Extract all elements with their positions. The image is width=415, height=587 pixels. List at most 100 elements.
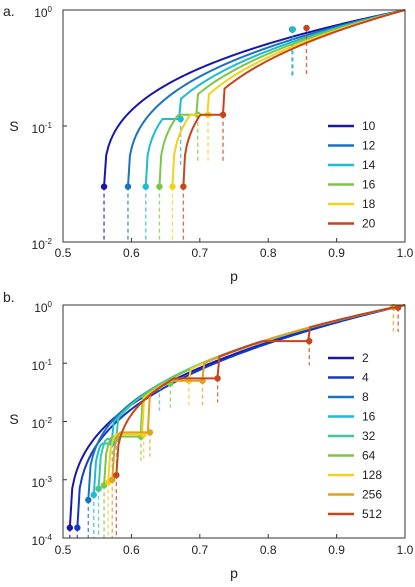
series-line-4 [76, 304, 406, 528]
panel-a-xlabel: p [230, 268, 238, 284]
panel-b-axes-box [62, 304, 406, 539]
panel-a-xtick-0: 0.5 [55, 246, 72, 260]
legend-item-256: 256 [328, 488, 382, 502]
jump-point-512 [394, 304, 402, 311]
legend-item-14: 14 [328, 158, 376, 172]
jump-point-16 [156, 183, 163, 190]
panel-a-xtick-1: 0.6 [123, 246, 140, 260]
panel-a-xtick-3: 0.8 [260, 246, 277, 260]
panel-b-label: b. [3, 289, 15, 305]
panel-b-xtick-3: 0.8 [260, 543, 277, 557]
panel-a-xtick-2: 0.7 [191, 246, 208, 260]
series-8 [85, 304, 406, 538]
jump-point-512 [113, 471, 120, 479]
jump-point-8 [85, 496, 92, 504]
legend-item-64: 64 [328, 449, 376, 463]
panel-a-y-tick-labels: 100 10-1 10-2 [32, 5, 53, 252]
panel-b-ytick-1: 10-1 [32, 358, 53, 373]
panel-a-legend: 10 12 14 16 18 20 [328, 119, 376, 231]
panel-a-label: a. [3, 3, 15, 19]
panel-b-ylabel: S [9, 411, 18, 427]
legend-item-20: 20 [328, 217, 376, 231]
series-16 [90, 304, 406, 538]
panel-b-ytick-4: 10-4 [32, 533, 53, 548]
legend-item-18: 18 [328, 197, 376, 211]
panel-b-legend: 2 4 8 16 32 64 128 256 512 [328, 351, 382, 521]
panel-b-xtick-2: 0.7 [191, 543, 208, 557]
series-128 [104, 304, 406, 538]
legend-label: 14 [362, 158, 376, 172]
panel-a-axes-box [62, 9, 406, 243]
jump-point-10 [100, 183, 108, 190]
legend-item-512: 512 [328, 507, 382, 521]
jump-point-16 [90, 491, 97, 499]
panel-b-x-tick-labels: 0.5 0.6 0.7 0.8 0.9 1.0 [55, 543, 414, 557]
jump-point-512 [214, 375, 221, 382]
jump-point-2 [66, 524, 74, 531]
jump-point-32 [95, 485, 102, 492]
panel-b-xtick-0: 0.5 [55, 543, 72, 557]
legend-label: 32 [362, 429, 376, 443]
legend-item-2: 2 [328, 351, 369, 365]
panel-a-xtick-4: 0.9 [328, 246, 345, 260]
legend-label: 16 [362, 178, 376, 192]
legend-label: 8 [362, 390, 369, 404]
panel-a-ytick-0: 100 [34, 5, 52, 20]
panel-a-ylabel: S [9, 118, 18, 134]
jump-point-20 [180, 183, 187, 190]
panel-b-ytick-2: 10-2 [32, 416, 53, 431]
jump-point-18 [169, 183, 176, 190]
panel-a-series-layer [62, 9, 406, 243]
jump-point-20 [303, 24, 310, 32]
series-line-512 [115, 304, 406, 476]
legend-item-4: 4 [328, 371, 369, 385]
legend-label: 64 [362, 449, 376, 463]
legend-item-16: 16 [328, 178, 376, 192]
series-20 [180, 9, 406, 242]
panel-b-ytick-0: 100 [34, 300, 52, 315]
panel-b-xtick-1: 0.6 [123, 543, 140, 557]
legend-item-32: 32 [328, 429, 376, 443]
series-512 [113, 304, 406, 538]
legend-item-10: 10 [328, 119, 376, 133]
series-256 [109, 303, 406, 538]
legend-item-16: 16 [328, 410, 376, 424]
series-10 [100, 9, 406, 242]
panel-b-ytick-3: 10-3 [32, 475, 53, 490]
legend-label: 12 [362, 139, 376, 153]
panel-b-xlabel: p [230, 565, 238, 581]
jump-point-256 [146, 429, 154, 436]
panel-b-xtick-4: 0.9 [328, 543, 345, 557]
legend-label: 128 [362, 468, 382, 482]
panel-a-xtick-5: 1.0 [397, 246, 414, 260]
jump-point-12 [124, 183, 132, 190]
panel-b-y-tick-labels: 100 10-1 10-2 10-3 10-4 [32, 300, 53, 548]
jump-point-14 [289, 26, 297, 33]
jump-point-4 [74, 524, 81, 531]
legend-item-128: 128 [328, 468, 382, 482]
panel-b-xtick-5: 1.0 [397, 543, 414, 557]
panel-a-ytick-2: 10-2 [32, 237, 53, 252]
legend-label: 4 [362, 371, 369, 385]
jump-point-14 [177, 115, 184, 123]
jump-point-256 [109, 476, 116, 483]
series-line-16 [92, 304, 406, 495]
panel-b-series-layer [62, 303, 406, 539]
legend-item-8: 8 [328, 390, 369, 404]
panel-a: a. 0.5 0.6 0.7 0.8 0.9 1.0 100 10-1 10-2… [3, 3, 414, 284]
panel-a-ytick-1: 10-1 [32, 121, 53, 136]
legend-label: 256 [362, 488, 382, 502]
legend-label: 512 [362, 507, 382, 521]
legend-label: 2 [362, 351, 369, 365]
jump-point-20 [219, 111, 227, 118]
legend-label: 10 [362, 119, 376, 133]
legend-label: 20 [362, 217, 376, 231]
panel-b: b. 0.5 0.6 0.7 0.8 0.9 1.0 100 10-1 10-2… [3, 289, 414, 581]
jump-point-512 [306, 337, 313, 345]
jump-point-14 [142, 183, 149, 190]
series-4 [74, 304, 406, 538]
panel-a-x-tick-labels: 0.5 0.6 0.7 0.8 0.9 1.0 [55, 246, 414, 260]
legend-label: 16 [362, 410, 376, 424]
legend-label: 18 [362, 197, 376, 211]
